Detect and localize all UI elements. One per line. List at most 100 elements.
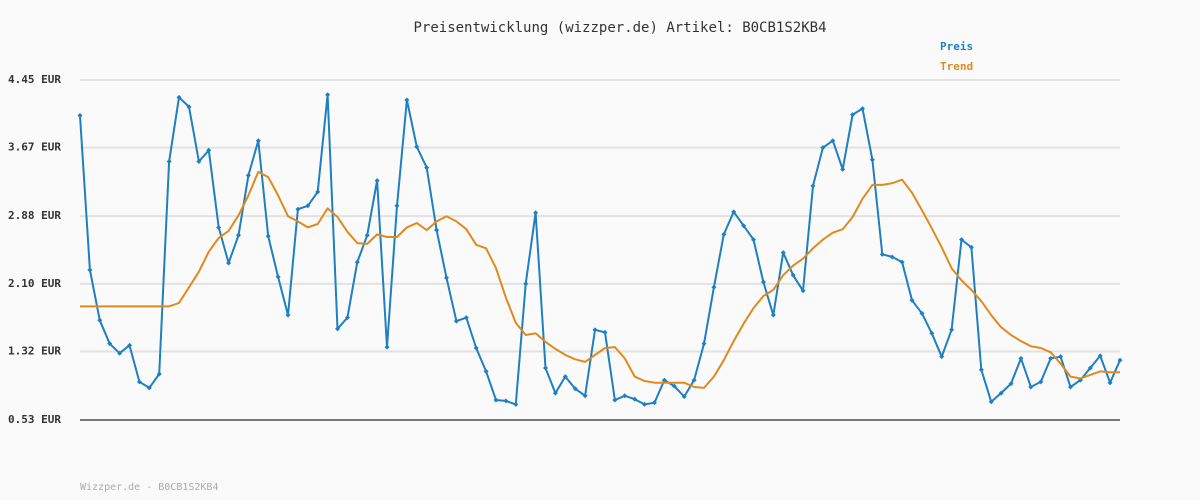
data-point <box>503 398 509 404</box>
data-point <box>929 330 935 336</box>
data-point <box>939 354 945 360</box>
data-point <box>770 312 776 318</box>
data-point <box>424 165 430 171</box>
data-point <box>919 310 925 316</box>
data-point <box>830 138 836 144</box>
data-point <box>176 94 182 100</box>
data-point <box>869 157 875 163</box>
data-point <box>800 288 806 294</box>
data-point <box>206 147 212 153</box>
data-point <box>315 189 321 195</box>
footer: Wizzper.de - B0CB1S2KB4 <box>80 482 218 493</box>
data-point <box>354 259 360 265</box>
series-line <box>79 93 1121 406</box>
data-point <box>483 368 489 374</box>
data-point <box>592 327 598 333</box>
data-point <box>1117 357 1123 363</box>
data-point <box>612 397 618 403</box>
data-point <box>473 345 479 351</box>
y-tick-label: 1.32 EUR <box>8 344 61 357</box>
data-point <box>523 281 529 287</box>
data-point <box>968 244 974 250</box>
data-point <box>632 396 638 402</box>
y-tick-label: 2.88 EUR <box>8 209 61 222</box>
data-point <box>711 284 717 290</box>
data-point <box>344 315 350 321</box>
data-point <box>493 397 499 403</box>
data-point <box>552 390 558 396</box>
data-point <box>572 386 578 392</box>
data-point <box>741 223 747 229</box>
data-point <box>760 279 766 285</box>
data-point <box>196 159 202 165</box>
data-point <box>394 203 400 209</box>
data-point <box>543 365 549 371</box>
legend-entry: Preis <box>940 40 973 53</box>
data-point <box>235 232 241 238</box>
data-point <box>156 371 162 377</box>
data-point <box>146 385 152 391</box>
data-point <box>840 166 846 172</box>
data-point <box>453 318 459 324</box>
data-point <box>77 113 83 119</box>
data-point <box>751 237 757 243</box>
data-point <box>859 106 865 112</box>
data-point <box>978 367 984 373</box>
data-point <box>245 172 251 178</box>
data-point <box>701 341 707 347</box>
y-tick-label: 2.10 EUR <box>8 277 61 290</box>
y-tick-label: 3.67 EUR <box>8 141 61 154</box>
data-point <box>998 390 1004 396</box>
data-point <box>216 224 222 230</box>
data-point <box>285 312 291 318</box>
data-point <box>721 231 727 237</box>
data-point <box>959 237 965 243</box>
data-point <box>790 272 796 278</box>
data-point <box>1097 353 1103 359</box>
data-point <box>879 251 885 257</box>
data-point <box>1048 355 1054 361</box>
data-point <box>661 377 667 383</box>
data-point <box>820 145 826 151</box>
data-point <box>384 344 390 350</box>
data-point <box>107 341 113 347</box>
data-point <box>414 144 420 150</box>
data-point <box>562 374 568 380</box>
data-point <box>127 342 133 348</box>
data-point <box>949 327 955 333</box>
data-point <box>1028 384 1034 390</box>
data-point <box>404 97 410 103</box>
data-point <box>642 401 648 407</box>
data-point <box>226 260 232 266</box>
data-point <box>255 138 261 144</box>
data-point <box>335 326 341 332</box>
data-point <box>265 233 271 239</box>
data-point <box>899 259 905 265</box>
data-point <box>295 206 301 212</box>
data-point <box>87 267 93 273</box>
data-point <box>850 112 856 118</box>
data-point <box>275 274 281 280</box>
data-point <box>651 400 657 406</box>
data-point <box>1058 354 1064 360</box>
data-point <box>691 377 697 383</box>
data-point <box>582 393 588 399</box>
data-point <box>988 399 994 405</box>
y-tick-label: 4.45 EUR <box>8 73 61 86</box>
data-point <box>374 178 380 184</box>
data-point <box>166 159 172 165</box>
data-point <box>1107 380 1113 386</box>
data-point <box>731 209 737 215</box>
data-point <box>305 203 311 209</box>
data-point <box>810 183 816 189</box>
data-point <box>136 379 142 385</box>
data-point <box>889 254 895 260</box>
data-point <box>780 250 786 256</box>
data-point <box>117 350 123 356</box>
legend-entry: Trend <box>940 60 973 73</box>
data-point <box>909 297 915 303</box>
data-point <box>97 317 103 323</box>
data-point <box>513 401 519 407</box>
data-point <box>186 104 192 110</box>
